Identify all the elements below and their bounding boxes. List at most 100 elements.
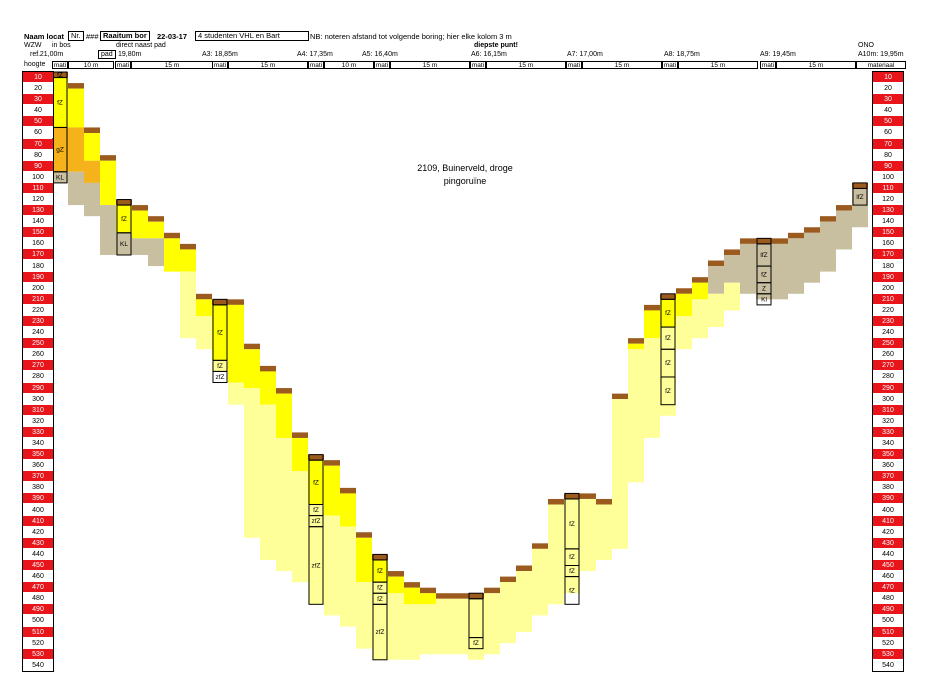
profile-cell [484,593,500,655]
depth-tick: 180 [873,260,903,272]
borehole-segment [564,492,580,500]
profile-cell [676,288,692,294]
depth-tick: 390 [23,493,53,505]
profile-cell [836,210,852,250]
segment-cell: mati [760,61,776,69]
depth-tick: 110 [23,182,53,194]
depth-tick: 180 [23,260,53,272]
profile-cell [244,343,260,350]
material-label: gZ [56,147,64,154]
depth-tick: 460 [873,571,903,583]
depth-tick: 200 [23,282,53,294]
borehole-segment [116,199,132,206]
depth-tick: 140 [23,216,53,228]
profile-cell [260,371,276,405]
profile-cell [804,227,820,233]
borehole-5: A5: 16,40m [362,51,398,58]
material-label: fZ [569,587,575,594]
depth-tick: 290 [23,382,53,394]
profile-cell [260,404,276,560]
profile-cell [596,504,612,560]
depth-tick: 510 [873,626,903,638]
material-label: zfZ [375,629,384,636]
depth-tick: 420 [873,526,903,538]
depth-tick: 490 [873,604,903,616]
profile-cell [180,243,196,250]
profile-cell [228,304,244,383]
depth-tick: 130 [873,205,903,217]
profile-cell [68,88,84,128]
profile-cell [708,260,724,267]
depth-tick: 470 [873,582,903,594]
segment-cell: mati [212,61,228,69]
depth-tick: 320 [23,415,53,427]
depth-tick: 350 [23,449,53,461]
depth-tick: 10 [23,72,53,83]
depth-tick: 520 [873,637,903,649]
profile-cell [292,437,308,472]
header-nr: Nr. [68,31,84,41]
profile-cell [532,548,548,616]
depth-tick: 50 [23,116,53,128]
borehole-segment [212,370,228,384]
profile-cell [548,498,564,505]
profile-cell [724,254,740,283]
depth-tick: 420 [23,526,53,538]
profile-cell [356,537,372,583]
profile-cell [468,598,484,660]
profile-cell [196,293,212,300]
depth-tick: 340 [23,437,53,449]
profile-cell [500,576,516,583]
profile-cell [308,504,324,605]
depth-tick: 260 [873,349,903,361]
depth-tick: 540 [873,659,903,671]
depth-tick: 10 [873,72,903,83]
depth-tick: 530 [23,648,53,660]
depth-tick: 300 [23,393,53,405]
profile-cell [324,515,340,616]
depth-tick: 390 [873,493,903,505]
profile-cell [148,221,164,239]
material-label: Z [762,285,766,292]
depth-tick: 450 [23,559,53,571]
depth-tick: 360 [873,460,903,472]
depth-tick: 510 [23,626,53,638]
profile-cell [132,210,148,239]
segment-cell: mati [374,61,390,69]
profile-cell [692,277,708,283]
profile-cell [740,238,756,244]
material-label: Kl [761,296,767,303]
material-label: fZ [313,507,319,514]
material-label: fZ [121,216,127,223]
profile-cell [532,543,548,549]
material-label: fZ [665,310,671,317]
profile-cell [788,238,804,294]
depth-tick: 520 [23,637,53,649]
depth-tick: 490 [23,604,53,616]
profile-cell [212,304,228,361]
profile-cell [820,216,836,222]
header-hash: ### [86,32,99,41]
depth-tick: 60 [23,127,53,139]
depth-tick: 60 [873,127,903,139]
depth-tick: 160 [873,238,903,250]
material-label: KL [120,241,128,248]
profile-cell [436,598,452,655]
material-label: fZ [665,335,671,342]
profile-cell [580,498,596,572]
chart-title-line1: 2109, Buinerveld, droge [417,163,513,173]
depth-tick: 290 [873,382,903,394]
profile-cell [292,471,308,583]
depth-scale-left: 10 20 30 40 50 60 70 80 90 100 110 120 130 140 150 160 1… [22,71,54,672]
depth-tick: 300 [873,393,903,405]
profile-cell [228,382,244,405]
material-label: KL [56,174,64,181]
depth-tick: 200 [873,282,903,294]
depth-tick: 170 [873,249,903,261]
segment-cell: 10 m [68,61,114,69]
depth-tick: 190 [873,271,903,283]
profile-cell [628,343,644,350]
depth-tick: 120 [23,193,53,205]
depth-tick: 210 [873,293,903,305]
